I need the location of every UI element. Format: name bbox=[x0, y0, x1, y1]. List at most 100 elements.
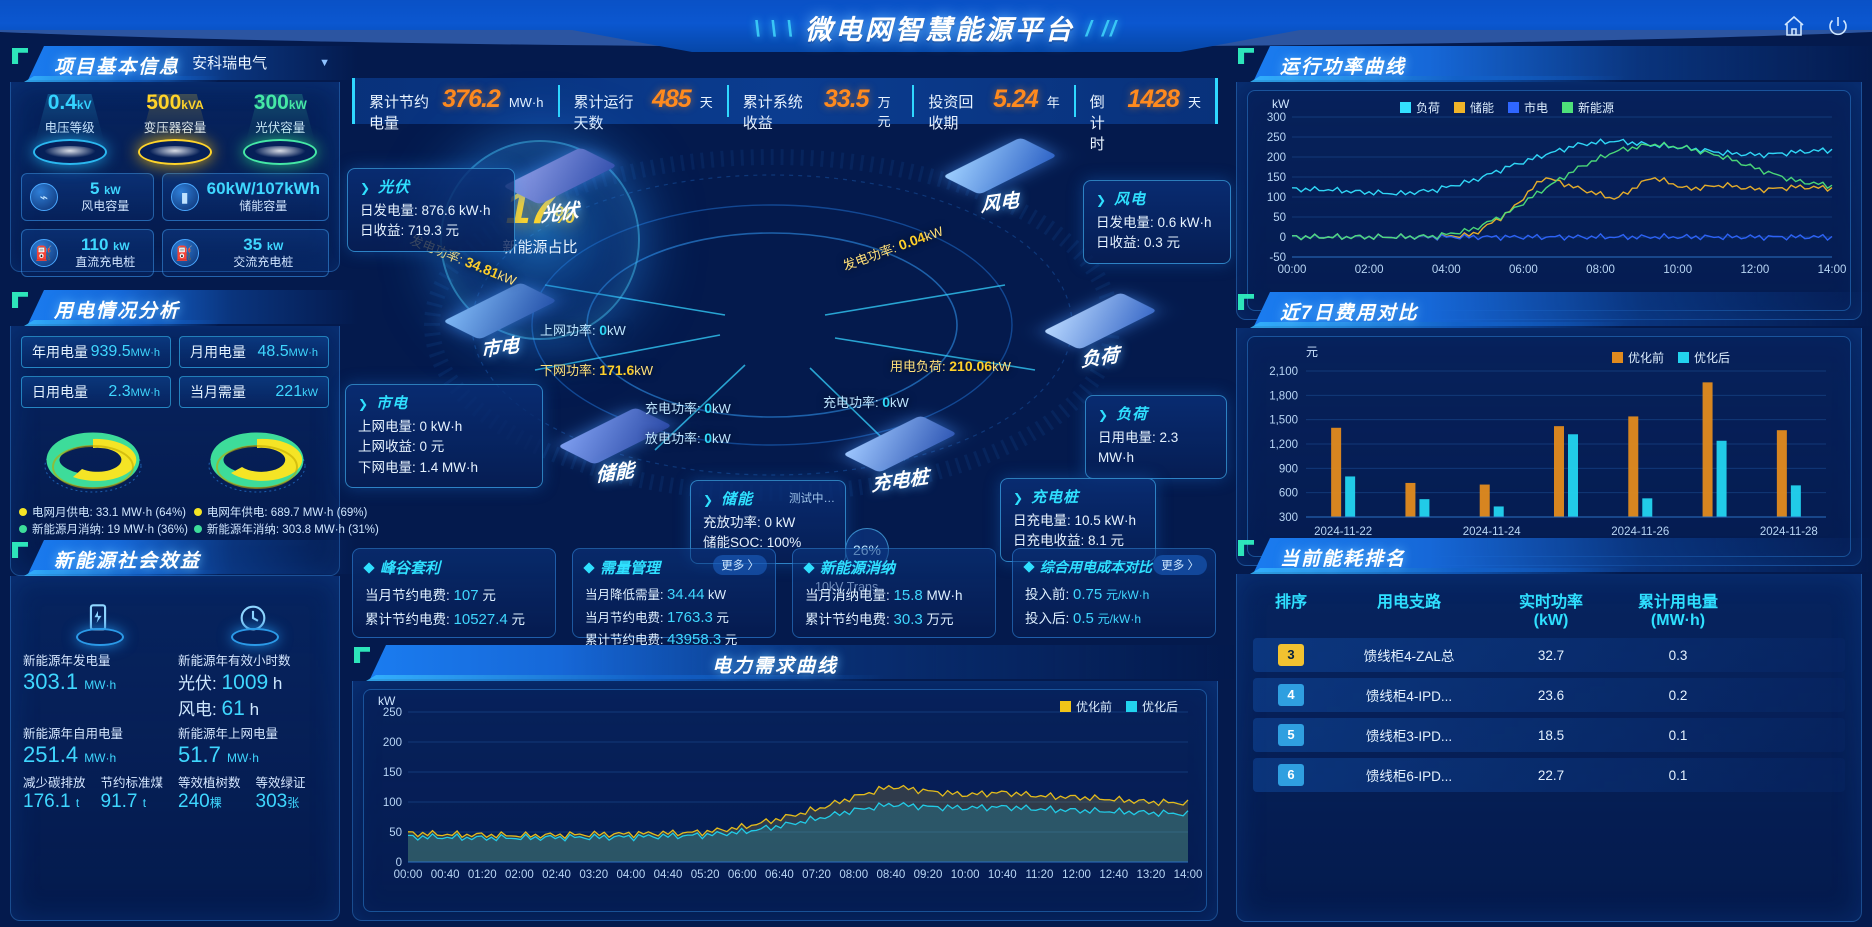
svg-text:08:40: 08:40 bbox=[876, 869, 905, 881]
kpi-unit: MW·h bbox=[508, 95, 544, 110]
social-item-trees: 等效植树数 240棵 bbox=[178, 772, 250, 813]
row-value: 10527.4 bbox=[453, 611, 508, 629]
legend-item: 新能源月消纳: 19 MW·h (36%) bbox=[19, 521, 188, 537]
flow-label-export: 上网功率: 0kW bbox=[540, 320, 626, 339]
kpi-unit: 天 bbox=[699, 95, 713, 110]
fee-legend[interactable]: 优化前 优化后 bbox=[1611, 349, 1730, 366]
demand-chart[interactable]: kW 优化前 优化后 0 50 100 150 200 250 00:00 00:40 01:2… bbox=[363, 689, 1207, 912]
infobox-title: 光伏 bbox=[360, 176, 502, 197]
node-storage[interactable]: 储能 bbox=[557, 407, 673, 487]
legend-before[interactable]: 优化前 bbox=[1059, 698, 1112, 715]
kpi-bar: 累计节约电量 376.2 MW·h 累计运行天数 485 天 累计系统收益 33… bbox=[352, 78, 1218, 153]
midcard-peak-valley: 峰谷套利 当月节约电费: 107 元 累计节约电费: 10527.4 元 bbox=[352, 548, 556, 638]
y-axis-unit: kW bbox=[1272, 97, 1290, 111]
social-grid-3: 减少碳排放 176.1 t 节约标准煤 91.7 t 等效植树数 240棵 等效… bbox=[11, 768, 339, 813]
panel-header: 当前能耗排名 bbox=[1236, 538, 1872, 574]
social-sub-pv: 光伏: 1009 h bbox=[178, 669, 327, 695]
row-key: 累计节约电费: bbox=[585, 633, 664, 647]
fee-chart[interactable]: 元 优化前 优化后 300 600 900 1,200 1,500 1,800 2,100 2… bbox=[1247, 336, 1851, 557]
svg-text:150: 150 bbox=[383, 767, 402, 779]
capacity-cell-storage: ▮ 60kW/107kWh 储能容量 bbox=[161, 173, 329, 221]
legend-before[interactable]: 优化前 bbox=[1611, 349, 1664, 366]
midcard-title: 新能源消纳 bbox=[805, 557, 983, 578]
panel-body: 0.4kV 电压等级 500kVA 变压器容量 300kW 光伏容量 bbox=[10, 82, 340, 277]
header-actions[interactable] bbox=[1782, 14, 1850, 43]
table-row[interactable]: 5 馈线柜3-IPD... 18.5 0.1 bbox=[1253, 718, 1845, 752]
y-axis-unit: kW bbox=[378, 694, 396, 708]
legend-after[interactable]: 优化后 bbox=[1125, 698, 1178, 715]
infobox-row: 上网收益: 0 元 bbox=[358, 439, 445, 455]
legend-after[interactable]: 优化后 bbox=[1677, 349, 1730, 366]
panel-body: 新能源年发电量 303.1 MW·h 新能源年有效小时数 光伏: 1009 h bbox=[10, 576, 340, 921]
holo-disc bbox=[137, 139, 212, 165]
infobox-grid: 市电 上网电量: 0 kW·h 上网收益: 0 元 下网电量: 1.4 MW·h bbox=[345, 384, 543, 488]
cap-label: 风电容量 bbox=[81, 199, 130, 214]
holo-value: 0.4 bbox=[47, 91, 77, 114]
midcard-title: 峰谷套利 bbox=[365, 557, 543, 578]
flow-value: 0 bbox=[882, 394, 891, 410]
holo-label: 变压器容量 bbox=[143, 121, 207, 135]
kpi-label: 累计节约电量 bbox=[369, 94, 430, 132]
social-value: 240 bbox=[178, 791, 210, 812]
flow-unit: kW bbox=[634, 363, 654, 378]
more-button[interactable]: 更多 〉 bbox=[713, 555, 767, 575]
svg-text:04:40: 04:40 bbox=[654, 869, 683, 881]
flow-label-load: 用电负荷: 210.06kW bbox=[890, 356, 1011, 375]
legend-text: 新能源月消纳: 19 MW·h (36%) bbox=[32, 524, 188, 536]
panel-basic-info: 项目基本信息 安科瑞电气 ▼ 0.4kV 电压等级 500kVA 变压器容量 bbox=[10, 46, 358, 277]
node-ev-charger[interactable]: 充电桩 bbox=[842, 415, 958, 496]
panel-header: 电力需求曲线 bbox=[352, 645, 1236, 681]
usage-unit: MW·h bbox=[130, 387, 160, 399]
legend-load[interactable]: 负荷 bbox=[1400, 99, 1440, 116]
flow-label-charge: 充电功率: 0kW bbox=[645, 398, 731, 417]
table-row[interactable]: 4 馈线柜4-IPD... 23.6 0.2 bbox=[1253, 678, 1845, 712]
flow-key: 用电负荷: bbox=[890, 359, 946, 374]
flow-label-discharge: 放电功率: 0kW bbox=[645, 428, 731, 447]
chevron-down-icon[interactable]: ▼ bbox=[319, 56, 330, 69]
kpi-value: 485 bbox=[651, 85, 692, 113]
rank-power: 18.5 bbox=[1537, 727, 1565, 743]
y-axis-unit: 元 bbox=[1306, 345, 1319, 359]
svg-text:01:20: 01:20 bbox=[468, 869, 497, 881]
rank-energy: 0.2 bbox=[1668, 687, 1688, 703]
row-key: 累计节约电费: bbox=[805, 612, 890, 628]
donut-row bbox=[11, 414, 339, 500]
table-row[interactable]: 3 馈线柜4-ZAL总 32.7 0.3 bbox=[1253, 638, 1845, 672]
svg-text:08:00: 08:00 bbox=[839, 869, 868, 881]
svg-text:0: 0 bbox=[1280, 232, 1286, 244]
power-icon[interactable] bbox=[1826, 14, 1850, 43]
infobox-wind: 风电 日发电量: 0.6 kW·h 日收益: 0.3 元 bbox=[1083, 180, 1231, 264]
legend-renewable[interactable]: 新能源 bbox=[1562, 99, 1614, 116]
table-row[interactable]: 6 馈线柜6-IPD... 22.7 0.1 bbox=[1253, 758, 1845, 792]
demand-legend[interactable]: 优化前 优化后 bbox=[1059, 698, 1178, 715]
charger-icon: ⛽ bbox=[30, 239, 58, 267]
home-icon[interactable] bbox=[1782, 14, 1806, 43]
usage-key: 日用电量 bbox=[32, 384, 88, 400]
infobox-row: 下网电量: 1.4 MW·h bbox=[358, 459, 479, 475]
node-wind[interactable]: 风电 bbox=[942, 137, 1058, 217]
midcard-row: 投入前: 0.75 元/kW·h bbox=[1025, 583, 1203, 607]
node-solar[interactable]: 光伏 bbox=[502, 147, 618, 227]
node-load[interactable]: 负荷 bbox=[1042, 292, 1158, 372]
project-selector[interactable]: 安科瑞电气 ▼ bbox=[192, 52, 330, 73]
power-chart[interactable]: kW 负荷 储能 市电 新能源 -50 0 50 100 150 200 250 300 00:… bbox=[1247, 90, 1851, 311]
midcard-title: 需量管理 bbox=[585, 557, 763, 578]
holo-label: 光伏容量 bbox=[255, 121, 306, 135]
row-value: 15.8 bbox=[893, 587, 923, 604]
node-grid[interactable]: 市电 bbox=[442, 282, 558, 362]
kpi-unit: 万元 bbox=[877, 95, 891, 129]
donut-year bbox=[197, 414, 317, 500]
corner-tick-icon bbox=[12, 292, 28, 308]
legend-mains[interactable]: 市电 bbox=[1508, 99, 1548, 116]
row-key: 投入后: bbox=[1025, 611, 1070, 627]
panel-social-benefit: 新能源社会效益 新能源年发电量 303.1 MW·h bbox=[10, 540, 358, 921]
cap-label: 储能容量 bbox=[239, 199, 288, 214]
power-legend[interactable]: 负荷 储能 市电 新能源 bbox=[1400, 99, 1614, 116]
row-value: 34.44 bbox=[666, 586, 705, 603]
svg-text:10:00: 10:00 bbox=[951, 869, 980, 881]
legend-storage[interactable]: 储能 bbox=[1454, 99, 1494, 116]
holo-unit: kVA bbox=[181, 98, 204, 112]
social-value: 176.1 bbox=[23, 791, 71, 812]
more-button[interactable]: 更多 〉 bbox=[1153, 555, 1207, 575]
kpi-value: 376.2 bbox=[442, 85, 501, 113]
